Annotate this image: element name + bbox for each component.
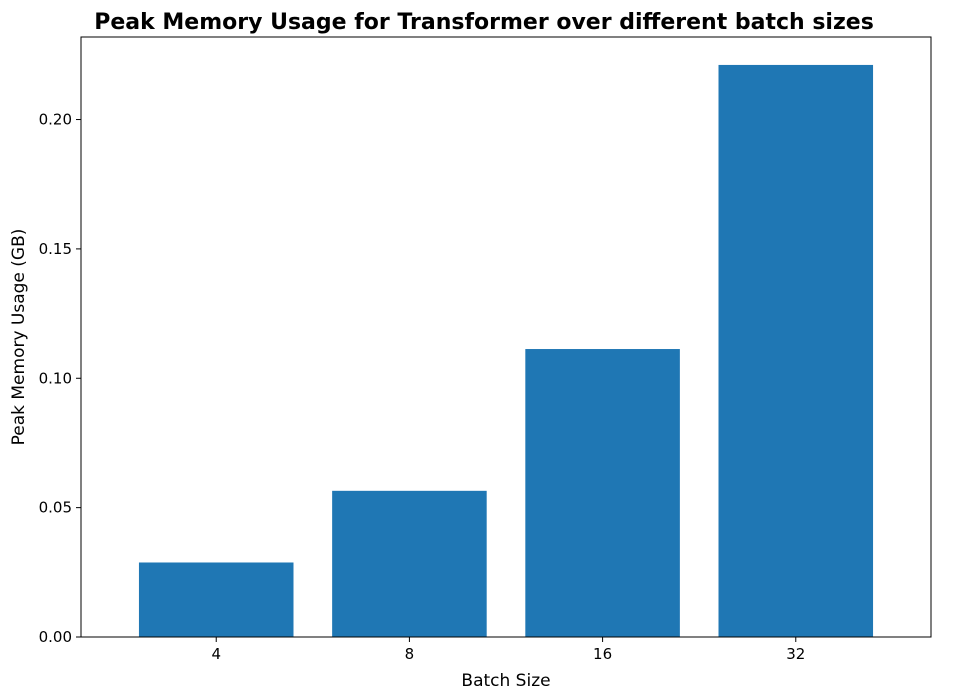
x-axis-ticks: 4 8 16 32 (211, 637, 805, 663)
x-axis-label: Batch Size (461, 671, 550, 691)
x-tick-label: 4 (211, 645, 221, 663)
bar-16 (525, 349, 680, 637)
bar-32 (718, 64, 874, 637)
y-tick-label: 0.00 (39, 628, 72, 646)
plot-frame (80, 36, 932, 638)
y-axis-ticks: 0.00 0.05 0.10 0.15 0.20 (39, 111, 81, 646)
x-tick-label: 8 (405, 645, 415, 663)
x-tick-label: 16 (593, 645, 612, 663)
bars (138, 64, 874, 637)
bar-8 (332, 490, 487, 637)
y-tick-label: 0.20 (39, 111, 72, 129)
y-tick-label: 0.05 (39, 499, 72, 517)
y-axis-label: Peak Memory Usage (GB) (9, 229, 29, 446)
y-tick-label: 0.15 (39, 240, 72, 258)
chart-title: Peak Memory Usage for Transformer over d… (94, 10, 874, 35)
bar-4 (138, 562, 294, 637)
x-tick-label: 32 (786, 645, 805, 663)
y-tick-label: 0.10 (39, 369, 72, 387)
